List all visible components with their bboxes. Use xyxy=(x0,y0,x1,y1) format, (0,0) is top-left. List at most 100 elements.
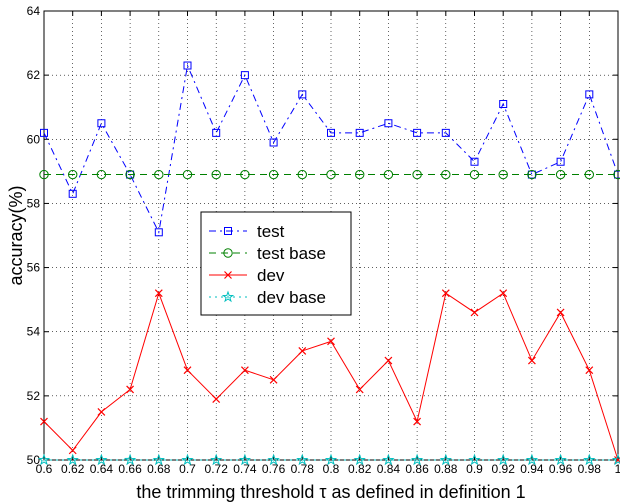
data-point-dev xyxy=(499,289,508,298)
data-point-test-base xyxy=(498,169,508,180)
series-test-base xyxy=(39,169,620,180)
data-point-dev xyxy=(154,289,163,298)
x-tick-label: 0.86 xyxy=(405,462,429,476)
data-point-dev xyxy=(298,347,307,355)
data-point-test-base xyxy=(268,169,279,180)
y-tick-label: 54 xyxy=(27,325,41,339)
data-point-dev-base xyxy=(410,453,424,466)
data-point-dev xyxy=(441,289,450,298)
y-axis-label: accuracy(%) xyxy=(6,185,26,285)
data-point-dev xyxy=(556,308,565,317)
x-tick-label: 0.62 xyxy=(61,462,85,476)
data-point-test xyxy=(97,119,106,128)
data-point-test-base xyxy=(182,169,193,180)
data-point-test-base xyxy=(326,169,336,180)
y-tick-label: 62 xyxy=(27,68,41,82)
data-point-test xyxy=(441,128,450,137)
data-point-dev xyxy=(413,417,422,426)
legend-marker-dev xyxy=(224,271,232,279)
data-point-test xyxy=(212,128,221,137)
y-tick-label: 50 xyxy=(27,453,41,467)
data-point-test-base xyxy=(96,169,107,180)
legend-marker-test xyxy=(224,227,232,235)
data-point-dev xyxy=(327,337,335,346)
data-point-dev-base xyxy=(66,453,79,466)
data-point-test-base xyxy=(297,169,307,180)
data-point-dev-base xyxy=(238,453,252,466)
data-point-test-base xyxy=(68,169,78,180)
data-point-test-base xyxy=(527,169,537,180)
data-point-dev-base xyxy=(583,453,596,466)
data-point-dev-base xyxy=(353,453,366,466)
data-point-test xyxy=(240,71,249,80)
x-axis-label: the trimming threshold τ as defined in d… xyxy=(136,482,525,502)
data-point-dev-base xyxy=(554,453,567,466)
x-tick-label: 0.68 xyxy=(147,462,171,476)
data-point-dev-base xyxy=(123,453,137,466)
data-point-test xyxy=(614,170,620,179)
x-tick-label: 0.98 xyxy=(578,462,602,476)
x-tick-label: 0.94 xyxy=(520,462,544,476)
data-point-test xyxy=(154,228,163,237)
data-point-dev-base xyxy=(382,453,395,466)
x-tick-label: 0.6 xyxy=(36,462,53,476)
data-point-test-base xyxy=(39,169,49,180)
data-point-dev xyxy=(240,366,249,375)
x-tick-label: 0.9 xyxy=(466,462,483,476)
series-line-test xyxy=(43,63,619,234)
y-tick-label: 56 xyxy=(27,261,41,275)
data-point-test xyxy=(40,128,48,137)
data-point-test xyxy=(183,61,192,70)
data-point-test xyxy=(470,157,479,166)
x-tick-label: 1 xyxy=(615,462,620,476)
series-test xyxy=(40,61,620,237)
data-point-dev-base xyxy=(209,453,223,466)
data-point-test-base xyxy=(240,169,250,180)
x-tick-label: 0.66 xyxy=(118,462,142,476)
y-tick-label: 60 xyxy=(27,132,41,146)
x-tick-label: 0.76 xyxy=(262,462,286,476)
legend-marker-test-base xyxy=(223,248,233,258)
data-point-test xyxy=(585,90,594,99)
data-point-test-base xyxy=(383,169,394,180)
legend-label-test-base: test base xyxy=(257,244,326,263)
data-point-test-base xyxy=(584,169,594,180)
data-point-test-base xyxy=(412,169,422,180)
y-tick-label: 64 xyxy=(27,4,41,18)
data-point-dev-base xyxy=(468,453,481,466)
data-point-dev xyxy=(527,356,536,365)
data-point-dev-base xyxy=(324,453,338,466)
data-point-dev xyxy=(40,417,48,426)
data-point-test xyxy=(413,128,422,137)
data-point-test-base xyxy=(555,169,566,180)
data-point-test xyxy=(556,157,565,166)
legend-label-test: test xyxy=(257,222,285,241)
series-dev xyxy=(40,289,620,464)
data-point-test-base xyxy=(441,169,451,180)
data-point-dev xyxy=(183,366,192,375)
data-point-test xyxy=(499,100,508,109)
data-point-dev-base xyxy=(37,453,51,466)
data-point-dev xyxy=(126,385,135,394)
legend-label-dev: dev xyxy=(257,266,285,285)
data-point-test xyxy=(298,90,307,99)
data-point-dev-base xyxy=(95,453,108,466)
data-point-test-base xyxy=(211,169,221,180)
data-point-test xyxy=(327,128,335,137)
data-point-dev xyxy=(269,375,278,384)
data-point-dev xyxy=(470,308,479,317)
data-point-dev xyxy=(384,356,393,365)
legend: test test base dev dev base xyxy=(200,211,352,316)
x-tick-label: 0.8 xyxy=(323,462,340,476)
y-tick-label: 58 xyxy=(27,196,41,210)
series-dev-base xyxy=(37,453,620,466)
legend-label-dev-base: dev base xyxy=(257,288,326,307)
series-layer xyxy=(37,61,620,466)
x-tick-label: 0.7 xyxy=(179,462,196,476)
series-line-dev xyxy=(43,291,619,461)
data-point-dev xyxy=(585,366,594,375)
data-point-test xyxy=(68,189,77,198)
x-tick-label: 0.92 xyxy=(492,462,516,476)
data-point-dev-base xyxy=(496,453,510,466)
